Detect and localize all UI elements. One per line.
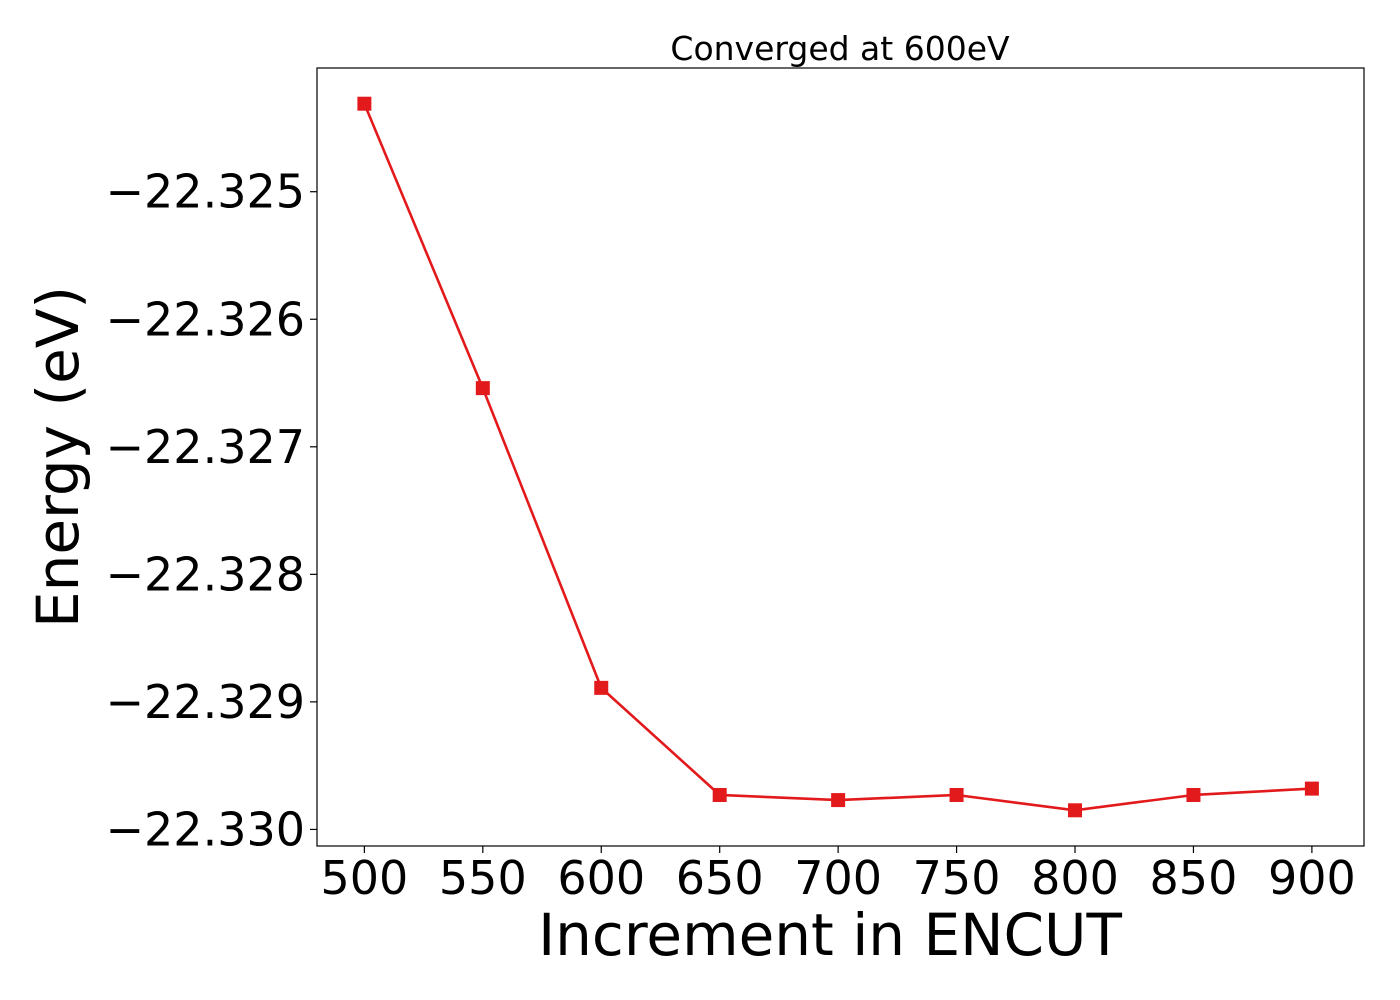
data-point-marker: [831, 793, 846, 808]
y-axis-label: Energy (eV): [24, 286, 92, 628]
y-axis-ticks: −22.325 −22.326 −22.327 −22.328 −22.329 −22.3…: [106, 165, 317, 856]
chart-title: Converged at 600eV: [670, 29, 1010, 68]
y-tick-label: −22.329: [106, 675, 306, 729]
series-layer: [357, 96, 1319, 818]
y-tick-label: −22.326: [106, 292, 306, 346]
plot-frame: [316, 67, 1365, 847]
x-tick-label: 800: [1031, 851, 1119, 905]
y-tick-label: −22.325: [106, 165, 306, 219]
data-point-marker: [475, 381, 490, 396]
x-tick-label: 900: [1268, 851, 1356, 905]
data-point-marker: [594, 680, 609, 695]
x-tick-label: 700: [794, 851, 882, 905]
data-point-marker: [1068, 803, 1083, 818]
data-point-marker: [1304, 781, 1319, 796]
data-point-marker: [949, 787, 964, 802]
data-point-marker: [357, 96, 372, 111]
x-tick-label: 550: [439, 851, 527, 905]
x-tick-label: 650: [676, 851, 764, 905]
x-tick-label: 750: [913, 851, 1001, 905]
x-tick-label: 850: [1150, 851, 1238, 905]
x-axis-ticks: 500 550 600 650 700 750 800 850 900: [320, 846, 1356, 905]
x-tick-label: 600: [557, 851, 645, 905]
x-tick-label: 500: [320, 851, 408, 905]
plot-area: [316, 67, 1365, 847]
data-point-marker: [1186, 787, 1201, 802]
data-point-marker: [712, 787, 727, 802]
y-tick-label: −22.327: [106, 420, 306, 474]
y-tick-label: −22.330: [106, 802, 306, 856]
y-tick-label: −22.328: [106, 547, 306, 601]
x-axis-label: Increment in ENCUT: [538, 901, 1122, 969]
